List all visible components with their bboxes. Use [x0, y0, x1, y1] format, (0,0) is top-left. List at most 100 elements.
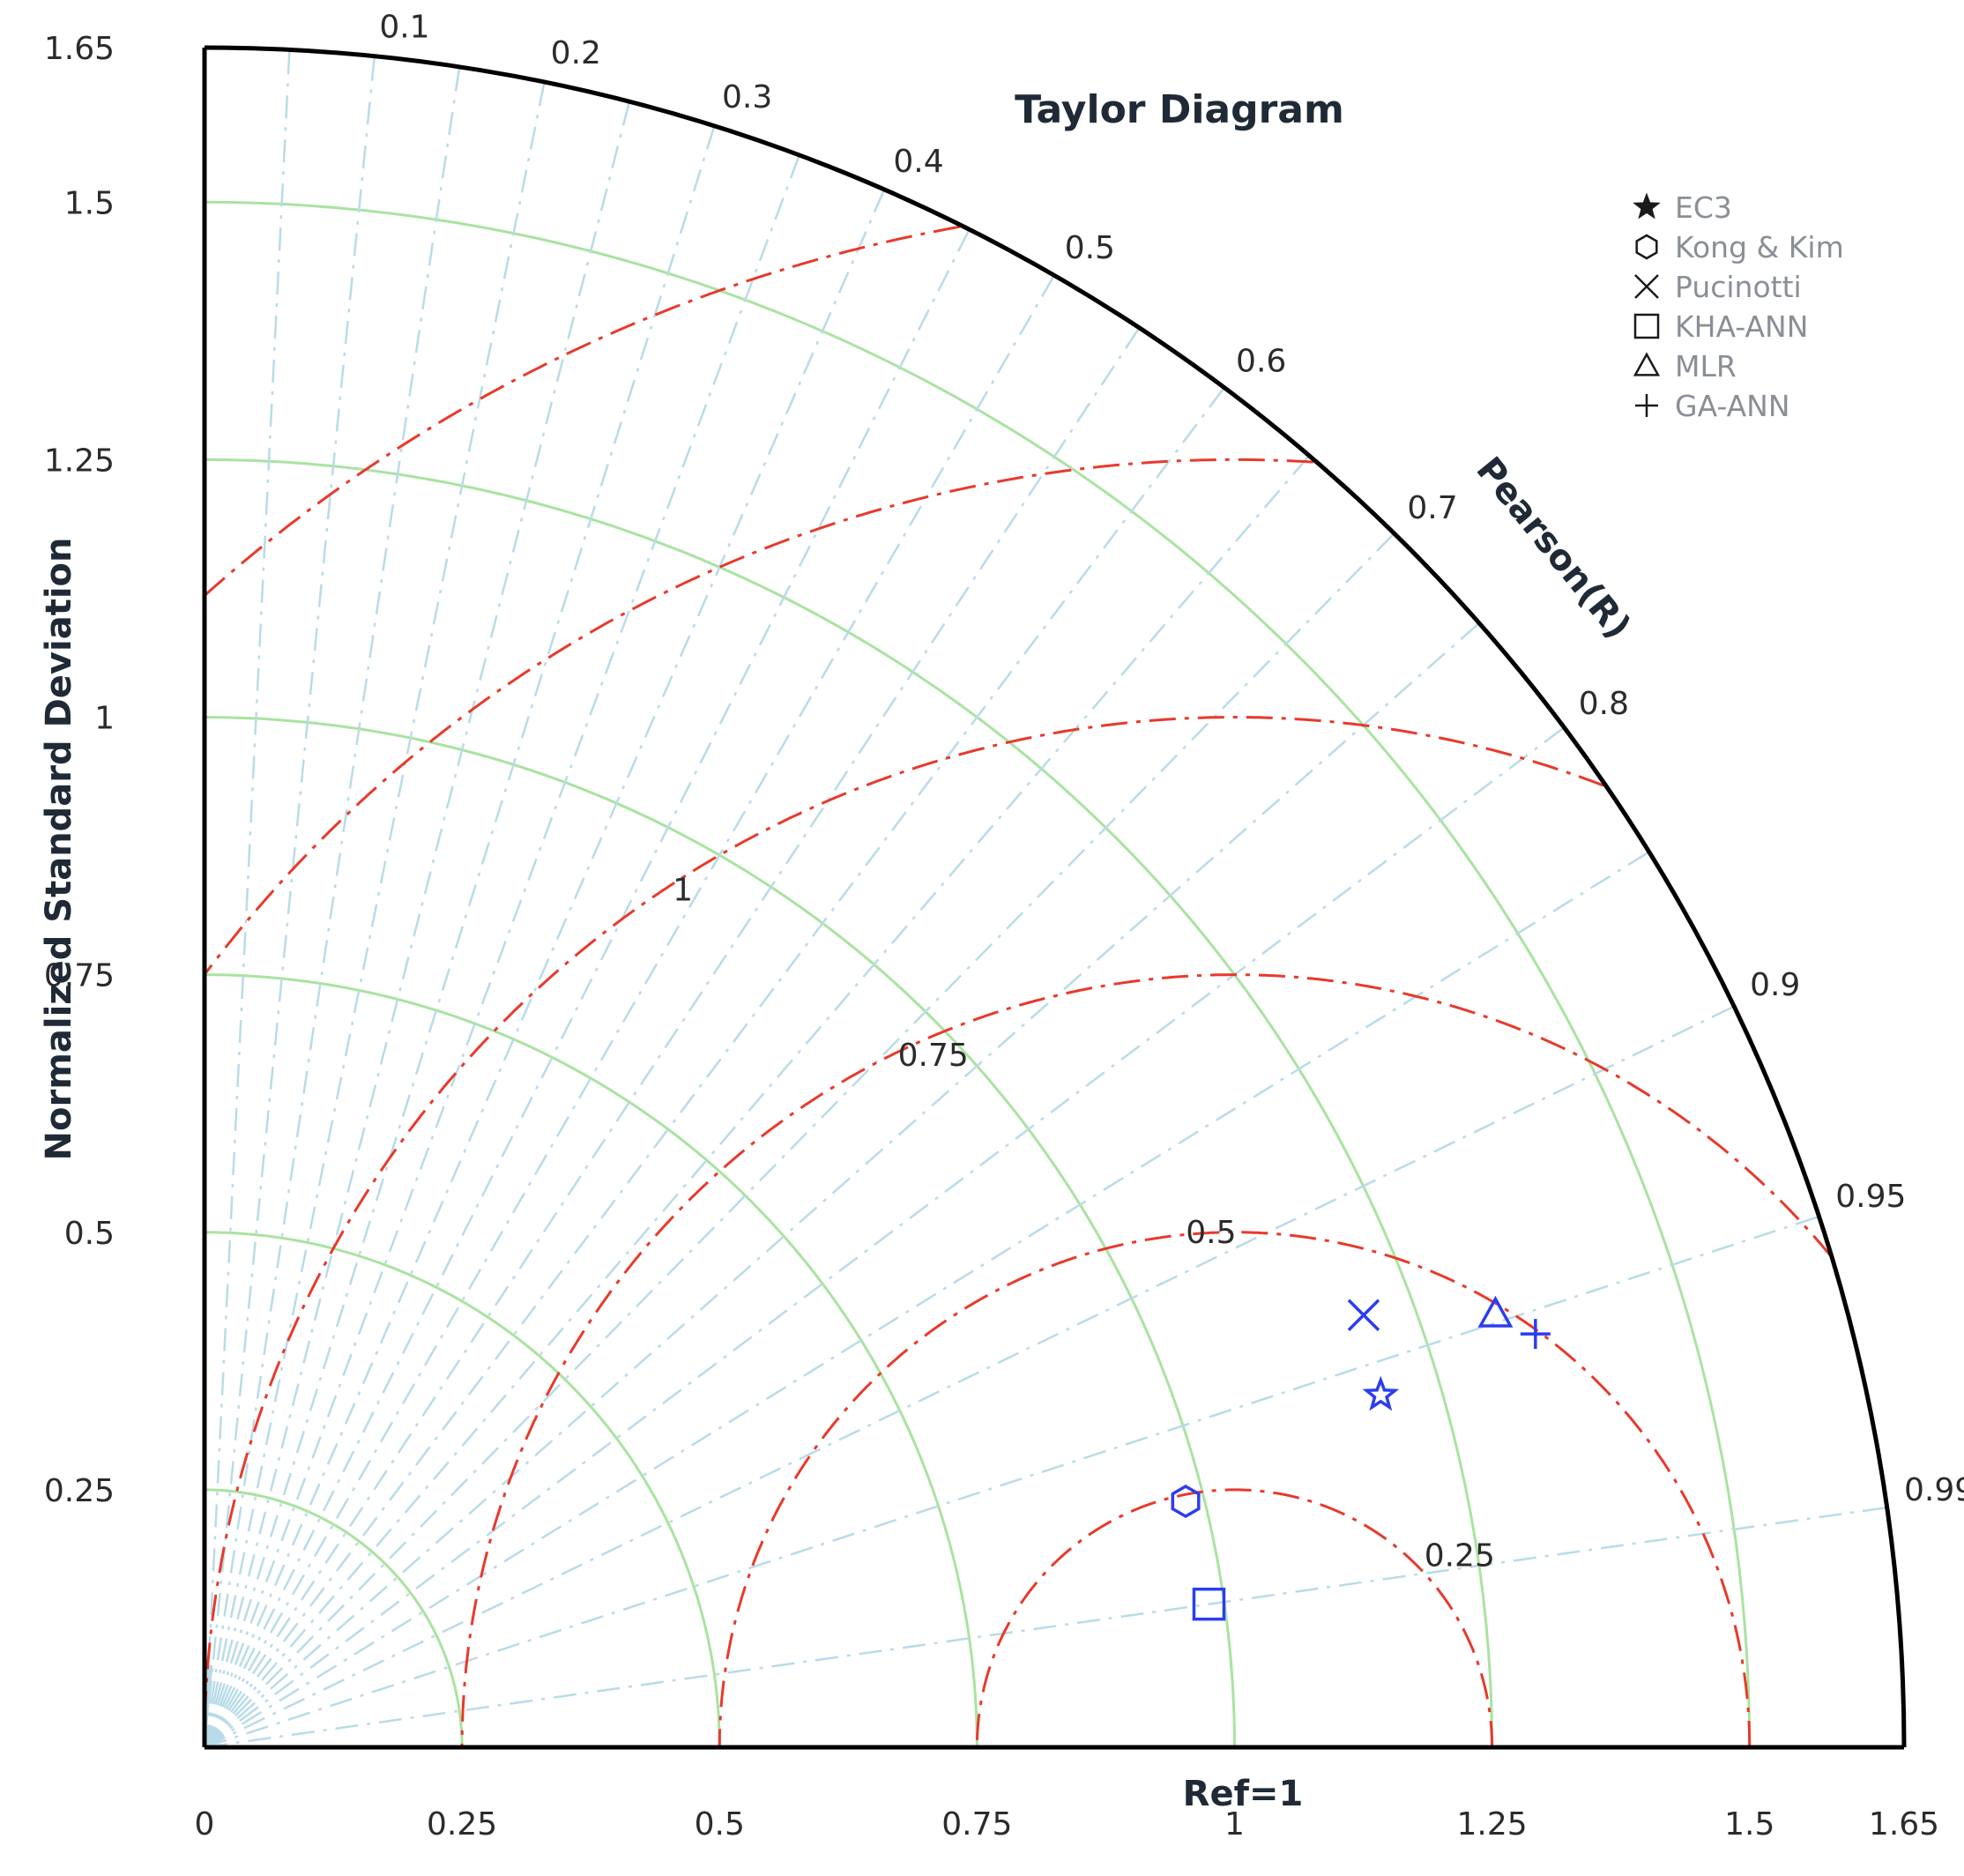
data-markers: [1171, 1295, 1551, 1621]
correlation-tick-label: 0.5: [1065, 230, 1115, 266]
legend-label: Kong & Kim: [1675, 230, 1844, 264]
correlation-tick-label: 0.1: [379, 9, 429, 45]
correlation-axis-label: Pearson(R): [1468, 450, 1638, 646]
x-axis-label: Ref=1: [1183, 1774, 1304, 1814]
y-tick-label: 1.65: [44, 31, 115, 67]
std-circle: [204, 458, 1494, 1748]
correlation-ray: [203, 189, 886, 1748]
rms-label: 0.75: [898, 1038, 969, 1074]
x-tick-label: 0: [195, 1806, 215, 1842]
legend-marker: [1633, 313, 1660, 339]
legend-marker: [1635, 394, 1658, 417]
std-circle: [204, 200, 1752, 1748]
legend-label: Pucinotti: [1675, 270, 1802, 304]
data-point-ga-ann: [1520, 1319, 1551, 1350]
correlation-tick-label: 0.3: [722, 79, 772, 115]
correlation-ray: [204, 1506, 1887, 1749]
y-tick-label: 0.5: [64, 1216, 115, 1252]
correlation-tick-label: 0.7: [1407, 490, 1457, 526]
hexagon-icon: [1635, 234, 1658, 260]
legend-label: MLR: [1675, 349, 1737, 383]
correlation-tick-labels: 0.1 0.2 0.3 0.4 0.5 0.6 0.7 0.8 0.9 0.95 0.99: [379, 9, 1964, 1508]
correlation-ray: [204, 851, 1650, 1749]
star-icon: [1362, 1375, 1400, 1411]
triangle-icon: [1633, 352, 1661, 376]
correlation-ray: [203, 100, 631, 1748]
rms-label: 0.25: [1425, 1537, 1495, 1574]
correlation-line-grid: [203, 49, 1887, 1749]
correlation-tick-label: 0.8: [1579, 686, 1629, 722]
legend: EC3 Kong & Kim Pucinotti KHA-ANN MLR GA-ANN: [1633, 190, 1844, 423]
x-mark-icon: [1347, 1299, 1380, 1332]
rms-circle: [205, 458, 1313, 973]
rms-label: 1: [673, 872, 693, 908]
legend-marker: [1635, 234, 1658, 260]
legend-item: Kong & Kim: [1635, 230, 1844, 264]
correlation-ray: [203, 49, 291, 1748]
x-tick-label: 0.75: [941, 1806, 1012, 1842]
plus-icon: [1520, 1319, 1551, 1350]
correlation-ray: [204, 1215, 1819, 1749]
std-circle: [204, 1231, 721, 1748]
y-axis-label: Normalized Standard Deviation: [39, 538, 79, 1161]
legend-item: KHA-ANN: [1633, 309, 1808, 344]
correlation-tick-label: 0.99: [1904, 1472, 1964, 1508]
correlation-ray: [203, 327, 1141, 1748]
correlation-tick-label: 0.95: [1835, 1179, 1906, 1215]
data-point-mlr: [1477, 1295, 1514, 1328]
correlation-ray: [203, 81, 546, 1748]
rms-circle: [718, 1231, 1752, 1747]
std-tick-labels: 0 0.25 0.25 0.5 0.5 0.75 0.75 1 1 1.25 1.25 1.5 1.5 1…: [44, 31, 1939, 1842]
correlation-ray: [203, 125, 716, 1748]
outer-arc: [204, 45, 1907, 1748]
legend-item: MLR: [1633, 349, 1737, 383]
y-tick-label: 1.25: [44, 443, 115, 479]
y-tick-label: 0.75: [44, 958, 115, 994]
data-point-pucinotti: [1347, 1299, 1380, 1332]
chart-title: Taylor Diagram: [1015, 87, 1344, 132]
rms-circle: [460, 973, 1832, 1747]
std-circle: [204, 716, 1236, 1748]
x-tick-label: 1.65: [1869, 1806, 1939, 1842]
rms-circle: [205, 225, 960, 596]
correlation-tick-label: 0.9: [1750, 967, 1800, 1003]
legend-marker: [1634, 274, 1659, 299]
rms-circle-grid: [203, 225, 1832, 1747]
std-circle: [204, 973, 978, 1748]
correlation-tick-label: 0.6: [1236, 343, 1286, 379]
rms-circle: [975, 1488, 1494, 1747]
hexagon-icon: [1171, 1484, 1201, 1519]
x-tick-label: 1.25: [1457, 1806, 1528, 1842]
correlation-ray: [203, 228, 971, 1748]
star-icon: [1633, 192, 1661, 220]
legend-item: Pucinotti: [1634, 270, 1802, 304]
legend-label: KHA-ANN: [1675, 309, 1808, 344]
correlation-ray: [204, 386, 1225, 1748]
correlation-ray: [204, 1005, 1735, 1749]
legend-marker: [1633, 192, 1661, 220]
x-tick-label: 1.5: [1724, 1806, 1774, 1842]
data-point-ec3: [1362, 1375, 1400, 1411]
rms-label: 0.5: [1186, 1215, 1236, 1251]
y-tick-label: 1.5: [64, 185, 115, 221]
correlation-ray: [203, 66, 461, 1748]
y-tick-label: 1: [94, 701, 115, 737]
data-point-kong-kim: [1171, 1484, 1201, 1519]
std-circle-grid: [204, 200, 1752, 1748]
correlation-ray: [204, 622, 1480, 1748]
std-circle: [204, 1488, 464, 1748]
correlation-ray: [203, 154, 800, 1748]
legend-label: EC3: [1675, 190, 1732, 225]
correlation-tick-label: 0.4: [893, 144, 943, 180]
legend-item: EC3: [1633, 190, 1732, 225]
x-tick-label: 1: [1224, 1806, 1245, 1842]
y-tick-label: 0.25: [44, 1473, 115, 1509]
x-tick-label: 0.5: [695, 1806, 745, 1842]
correlation-ray: [204, 726, 1566, 1749]
legend-marker: [1633, 352, 1661, 376]
correlation-ray: [204, 455, 1311, 1748]
correlation-ray: [203, 274, 1056, 1748]
rms-circle: [203, 716, 1604, 1747]
correlation-ray: [204, 532, 1395, 1748]
